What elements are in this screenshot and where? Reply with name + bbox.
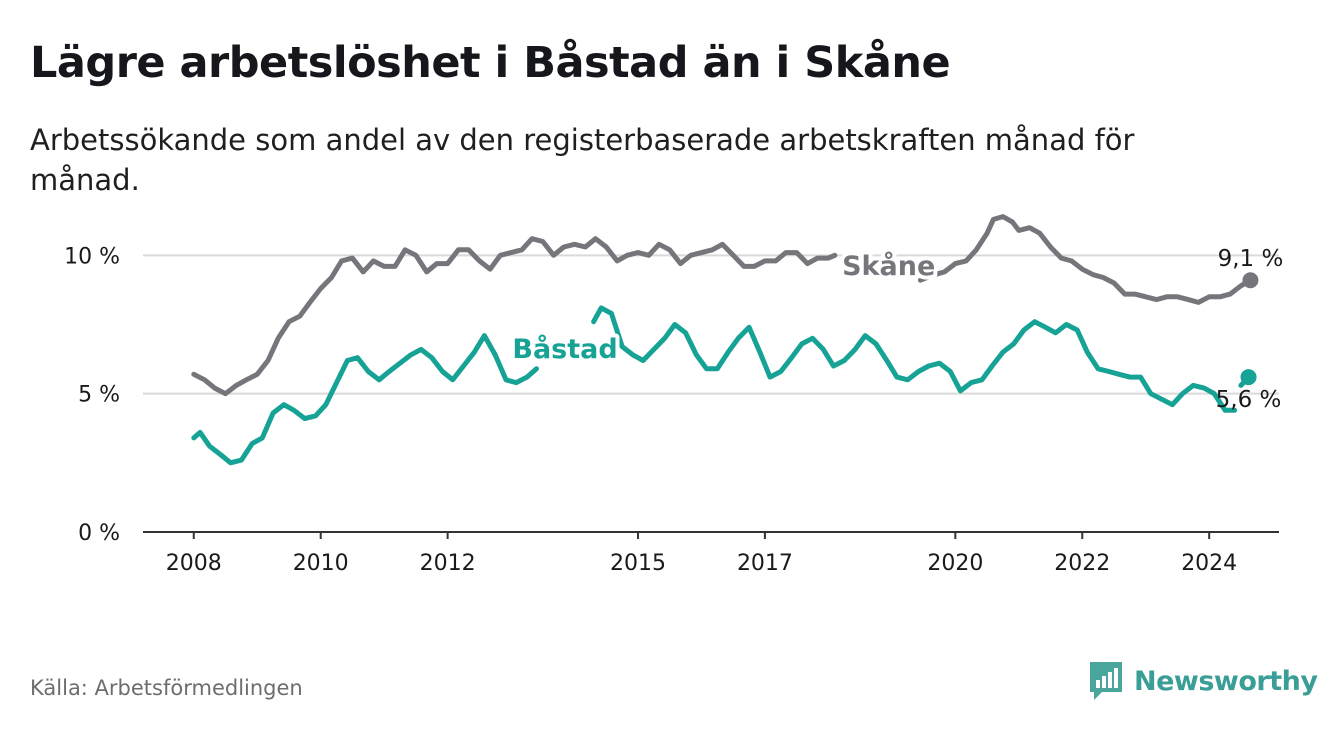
source-note: Källa: Arbetsförmedlingen xyxy=(30,676,303,700)
x-tick-label: 2017 xyxy=(737,551,793,576)
end-label-skane: 9,1 % xyxy=(1218,246,1284,272)
x-tick-label: 2022 xyxy=(1054,551,1110,576)
series-label-bastad-halo: Båstad xyxy=(512,333,617,365)
chart-subtitle: Arbetssökande som andel av den registerb… xyxy=(30,123,1135,197)
end-label-bastad: 5,6 % xyxy=(1216,387,1282,413)
brand-name: Newsworthy xyxy=(1134,665,1318,697)
x-tick-label: 2010 xyxy=(293,551,349,576)
series-line-bastad xyxy=(191,305,1251,466)
x-tick-label: 2015 xyxy=(610,551,666,576)
x-tick-label: 2020 xyxy=(927,551,983,576)
series-label-bastad: Båstad xyxy=(512,333,617,365)
brand-logo: Newsworthy xyxy=(1088,660,1318,702)
chart-title: Lägre arbetslöshet i Båstad än i Skåne xyxy=(30,38,951,88)
newsworthy-logo-icon xyxy=(1090,662,1122,700)
end-marker-bastad xyxy=(1240,369,1257,386)
y-tick-label: 5 % xyxy=(78,383,120,408)
x-tick-label: 2024 xyxy=(1181,551,1237,576)
x-tick-label: 2008 xyxy=(166,551,222,576)
series-line-skane xyxy=(191,214,1253,397)
series-label-skane-halo: Skåne xyxy=(842,250,935,282)
x-tick-label: 2012 xyxy=(420,551,476,576)
series-label-skane: Skåne xyxy=(842,250,935,282)
y-tick-label: 0 % xyxy=(78,521,120,546)
y-tick-label: 10 % xyxy=(64,244,120,269)
end-marker-skane xyxy=(1242,272,1259,289)
